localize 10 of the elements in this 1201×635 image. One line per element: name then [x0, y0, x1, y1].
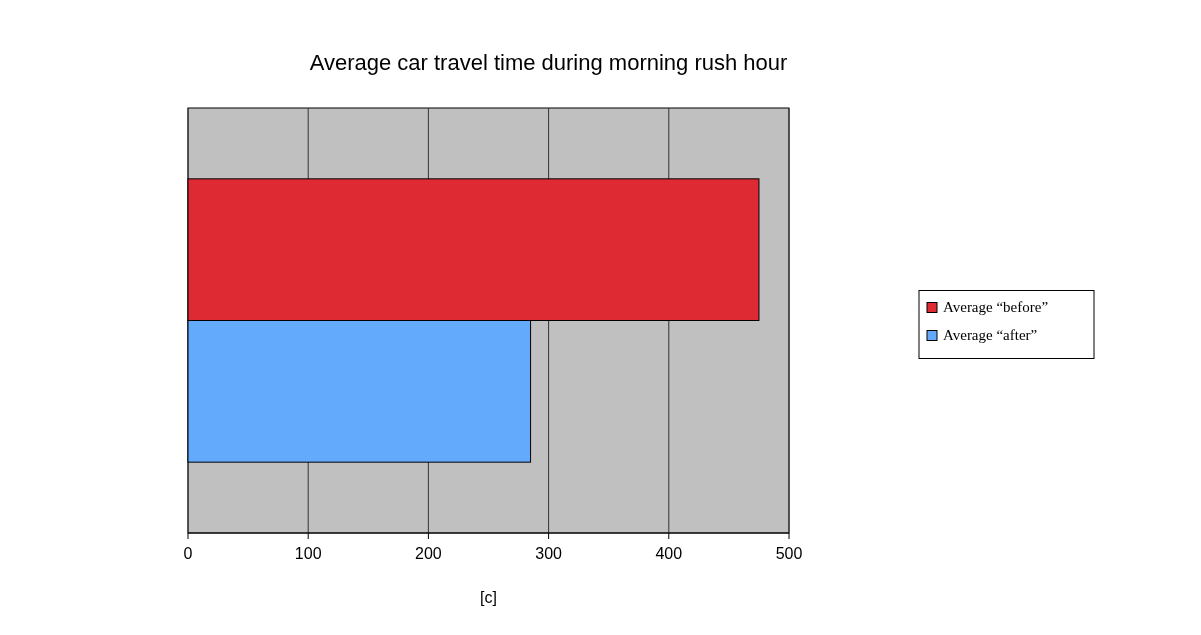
x-tick-label: 400 [655, 545, 683, 562]
legend-label: Average “before” [943, 298, 1049, 315]
chart-title: Average car travel time during morning rush hour [309, 50, 788, 75]
x-axis-title: [c] [480, 589, 497, 606]
x-tick-label: 500 [775, 545, 803, 562]
x-tick-label: 200 [415, 545, 442, 562]
x-tick-label: 300 [535, 545, 563, 562]
x-tick-label: 0 [183, 545, 193, 562]
legend-label: Average “after” [943, 326, 1038, 343]
x-tick-label: 100 [294, 545, 322, 562]
